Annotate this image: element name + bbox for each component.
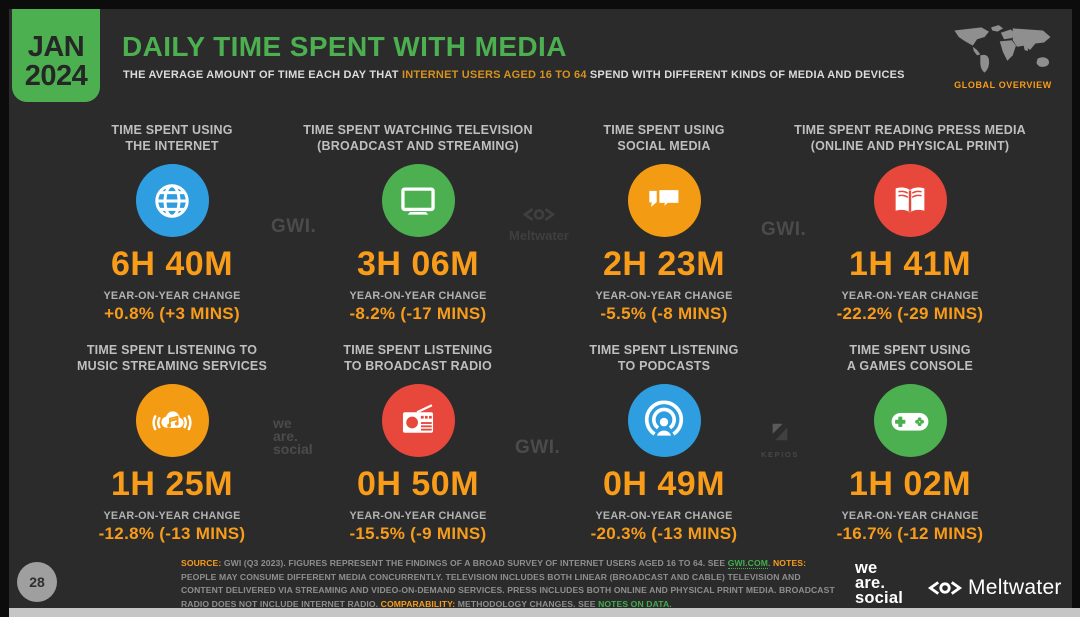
date-badge: JAN 2024: [12, 9, 100, 102]
globe-icon: [135, 164, 209, 237]
radio-icon: [381, 384, 455, 457]
meltwater-watermark: Meltwater: [509, 207, 569, 243]
yoy-label: YEAR-ON-YEAR CHANGE: [103, 510, 241, 522]
card-music-streaming: TIME SPENT LISTENING TO MUSIC STREAMING …: [49, 336, 295, 556]
card-broadcast-radio: TIME SPENT LISTENING TO BROADCAST RADIO …: [295, 336, 541, 556]
yoy-label: YEAR-ON-YEAR CHANGE: [841, 510, 979, 522]
yoy-change: +0.8% (+3 MINS): [104, 304, 240, 323]
source-label: SOURCE:: [181, 558, 222, 568]
yoy-change: -16.7% (-12 MINS): [836, 524, 984, 543]
yoy-label: YEAR-ON-YEAR CHANGE: [349, 510, 487, 522]
stat-value: 3H 06M: [356, 245, 480, 283]
meltwater-logo: Meltwater: [927, 576, 1062, 600]
comparability-label: COMPARABILITY:: [380, 598, 456, 609]
stat-value: 1H 41M: [848, 245, 972, 283]
we-are-social-logo: we are. social: [855, 559, 903, 607]
kepios-watermark: KEPIOS: [761, 421, 799, 459]
card-title: TIME SPENT READING PRESS MEDIA (ONLINE A…: [794, 123, 1026, 153]
card-podcasts: TIME SPENT LISTENING TO PODCASTS 0H 49M …: [541, 336, 787, 556]
gwi-watermark: GWI.: [515, 437, 561, 458]
stat-value: 1H 02M: [848, 465, 972, 503]
podcast-icon: [627, 384, 701, 457]
card-television: TIME SPENT WATCHING TELEVISION (BROADCAS…: [295, 116, 541, 336]
subtitle-post: SPEND WITH DIFFERENT KINDS OF MEDIA AND …: [586, 69, 905, 81]
card-title: TIME SPENT LISTENING TO PODCASTS: [589, 343, 739, 373]
yoy-change: -15.5% (-9 MINS): [349, 524, 487, 543]
gwi-watermark: GWI.: [271, 216, 317, 237]
stat-value: 1H 25M: [110, 465, 234, 503]
card-title: TIME SPENT LISTENING TO BROADCAST RADIO: [343, 343, 493, 373]
yoy-label: YEAR-ON-YEAR CHANGE: [841, 290, 979, 302]
card-title: TIME SPENT WATCHING TELEVISION (BROADCAS…: [303, 123, 533, 153]
stat-value: 2H 23M: [602, 245, 726, 283]
subtitle-highlight: INTERNET USERS AGED 16 TO 64: [401, 69, 587, 81]
gamepad-icon: [873, 384, 947, 457]
meltwater-logo-icon: [522, 208, 556, 221]
global-overview-label: GLOBAL OVERVIEW: [954, 80, 1052, 90]
stat-value: 6H 40M: [110, 245, 234, 283]
card-press-media: TIME SPENT READING PRESS MEDIA (ONLINE A…: [787, 116, 1033, 336]
yoy-label: YEAR-ON-YEAR CHANGE: [595, 510, 733, 522]
stat-value: 0H 49M: [602, 465, 726, 503]
slide-canvas: JAN 2024 DAILY TIME SPENT WITH MEDIA THE…: [9, 9, 1072, 611]
source-text: PEOPLE MAY CONSUME DIFFERENT MEDIA CONCU…: [181, 571, 835, 609]
stat-value: 0H 50M: [356, 465, 480, 503]
chat-bubbles-icon: [627, 164, 701, 237]
yoy-change: -22.2% (-29 MINS): [836, 304, 984, 323]
stat-grid: TIME SPENT USING THE INTERNET 6H 40M YEA…: [49, 116, 1033, 556]
gwi-watermark: GWI.: [761, 219, 807, 240]
card-games-console: TIME SPENT USING A GAMES CONSOLE 1H 02M …: [787, 336, 1033, 556]
music-cloud-icon: [135, 384, 209, 457]
global-overview-block: GLOBAL OVERVIEW: [945, 23, 1061, 90]
yoy-label: YEAR-ON-YEAR CHANGE: [595, 290, 733, 302]
card-title: TIME SPENT LISTENING TO MUSIC STREAMING …: [76, 343, 267, 373]
page-number-badge: 28: [17, 562, 57, 602]
source-text: METHODOLOGY CHANGES. SEE: [455, 598, 599, 609]
page-title: DAILY TIME SPENT WITH MEDIA: [122, 31, 567, 62]
we-are-social-watermark: we are. social: [273, 415, 313, 457]
subtitle-pre: THE AVERAGE AMOUNT OF TIME EACH DAY THAT: [123, 69, 402, 81]
card-title: TIME SPENT USING SOCIAL MEDIA: [603, 123, 725, 153]
date-year: 2024: [24, 60, 88, 92]
card-title: TIME SPENT USING THE INTERNET: [111, 123, 233, 153]
viewer-bottom-strip: [9, 608, 1080, 617]
card-social-media: TIME SPENT USING SOCIAL MEDIA 2H 23M YEA…: [541, 116, 787, 336]
date-month: JAN: [27, 31, 85, 63]
open-book-icon: [873, 164, 947, 237]
page-subtitle: THE AVERAGE AMOUNT OF TIME EACH DAY THAT…: [123, 69, 905, 81]
yoy-change: -5.5% (-8 MINS): [600, 304, 728, 323]
yoy-change: -12.8% (-13 MINS): [98, 524, 246, 543]
yoy-label: YEAR-ON-YEAR CHANGE: [103, 290, 241, 302]
source-notes: SOURCE: GWI (Q3 2023). FIGURES REPRESENT…: [181, 557, 837, 611]
notes-label: NOTES:: [773, 558, 807, 568]
yoy-change: -8.2% (-17 MINS): [349, 304, 487, 323]
kepios-logo-icon: [772, 423, 788, 441]
meltwater-logo-icon: [927, 581, 963, 595]
notes-on-data-link[interactable]: NOTES ON DATA.: [598, 598, 672, 610]
world-map-icon: [954, 25, 1051, 73]
card-title: TIME SPENT USING A GAMES CONSOLE: [846, 343, 974, 373]
tv-icon: [381, 164, 455, 237]
card-internet: TIME SPENT USING THE INTERNET 6H 40M YEA…: [49, 116, 295, 336]
yoy-label: YEAR-ON-YEAR CHANGE: [349, 290, 487, 302]
source-text: .: [768, 558, 773, 568]
source-text: GWI (Q3 2023). FIGURES REPRESENT THE FIN…: [221, 558, 728, 568]
gwi-com-link[interactable]: GWI.COM: [727, 558, 769, 569]
yoy-change: -20.3% (-13 MINS): [590, 524, 738, 543]
